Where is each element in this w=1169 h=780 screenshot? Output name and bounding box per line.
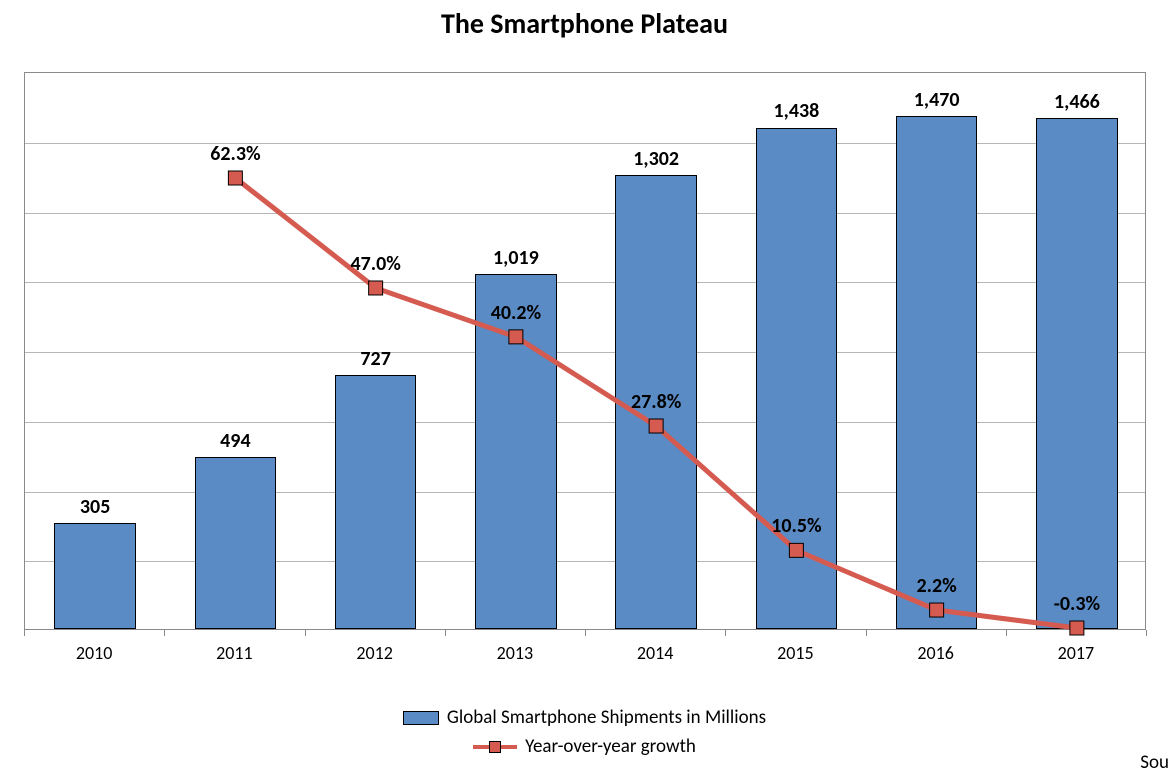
bar bbox=[756, 128, 837, 630]
bar bbox=[1036, 118, 1117, 629]
x-tick bbox=[585, 630, 586, 636]
x-axis-label: 2016 bbox=[917, 642, 954, 664]
x-tick bbox=[305, 630, 306, 636]
legend-label: Global Smartphone Shipments in Millions bbox=[447, 706, 766, 729]
x-tick bbox=[445, 630, 446, 636]
legend-label: Year-over-year growth bbox=[525, 735, 696, 758]
bar-value-label: 1,438 bbox=[774, 99, 820, 123]
bar-value-label: 1,466 bbox=[1054, 90, 1100, 114]
bar bbox=[335, 375, 416, 629]
bar bbox=[195, 457, 276, 629]
bar-value-label: 494 bbox=[220, 429, 250, 453]
x-axis-label: 2014 bbox=[637, 642, 674, 664]
x-axis: 2010 2011 2012 2013 2014 2015 2016 2017 bbox=[24, 630, 1146, 670]
x-tick bbox=[725, 630, 726, 636]
bar-value-label: 727 bbox=[360, 347, 390, 371]
x-tick bbox=[24, 630, 25, 636]
line-marker bbox=[228, 171, 242, 185]
legend: Global Smartphone Shipments in Millions Y… bbox=[0, 700, 1169, 764]
legend-item: Global Smartphone Shipments in Millions bbox=[0, 706, 1169, 729]
bar bbox=[54, 523, 135, 629]
x-axis-label: 2015 bbox=[777, 642, 814, 664]
bar-value-label: 1,302 bbox=[633, 147, 679, 171]
line-value-label: 2.2% bbox=[917, 574, 957, 598]
legend-swatch-line bbox=[473, 740, 517, 754]
line-value-label: 62.3% bbox=[210, 142, 260, 166]
x-axis-label: 2010 bbox=[76, 642, 113, 664]
legend-item: Year-over-year growth bbox=[0, 735, 1169, 758]
legend-swatch-bar bbox=[403, 711, 439, 725]
x-tick bbox=[866, 630, 867, 636]
bar-value-label: 305 bbox=[80, 495, 110, 519]
line-value-label: -0.3% bbox=[1054, 592, 1100, 616]
x-axis-label: 2017 bbox=[1058, 642, 1095, 664]
chart-stage: The Smartphone Plateau 305 494 727 1,019 1,3… bbox=[0, 0, 1169, 780]
bar bbox=[896, 116, 977, 629]
line-value-label: 47.0% bbox=[350, 252, 400, 276]
bar-value-label: 1,470 bbox=[914, 88, 960, 112]
x-axis-label: 2012 bbox=[356, 642, 393, 664]
bar bbox=[475, 274, 556, 629]
x-tick bbox=[164, 630, 165, 636]
x-tick bbox=[1146, 630, 1147, 636]
line-value-label: 10.5% bbox=[771, 514, 821, 538]
chart-title: The Smartphone Plateau bbox=[0, 6, 1169, 41]
plot-area: 305 494 727 1,019 1,302 1,438 1,470 1,466 62.3%… bbox=[24, 72, 1146, 630]
x-tick bbox=[1006, 630, 1007, 636]
bar-value-label: 1,019 bbox=[493, 246, 539, 270]
x-axis-label: 2013 bbox=[497, 642, 534, 664]
x-axis-label: 2011 bbox=[216, 642, 253, 664]
line-value-label: 27.8% bbox=[631, 390, 681, 414]
source-fragment: Sou bbox=[1140, 751, 1169, 774]
line-value-label: 40.2% bbox=[491, 301, 541, 325]
